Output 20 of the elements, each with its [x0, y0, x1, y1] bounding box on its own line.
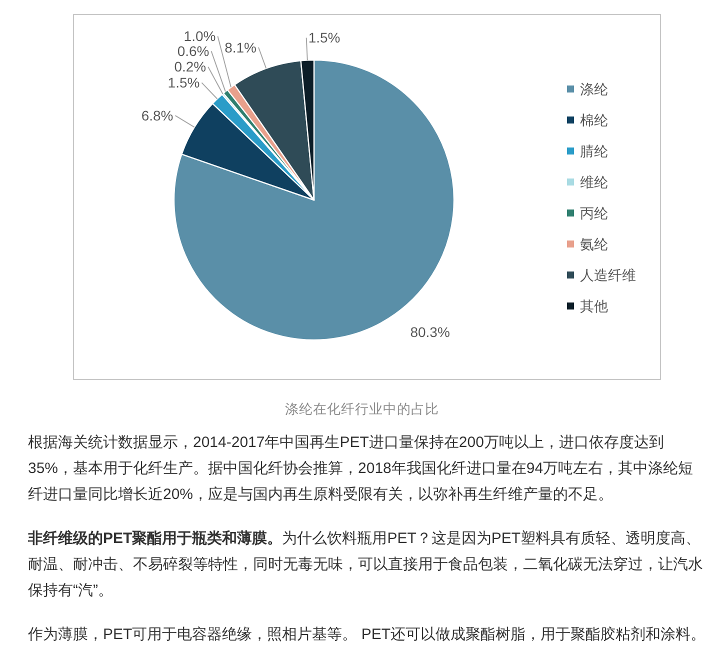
data-label: 0.6%: [177, 43, 210, 60]
legend-label: 人造纤维: [580, 266, 636, 283]
text: 非纤维级的PET聚酯用于瓶类和薄膜。: [28, 530, 282, 547]
data-label: 80.3%: [410, 324, 450, 340]
text: 涤纶在化纤行业中的占比: [285, 402, 439, 417]
text: 根据海关统计数据显示，2014-2017年中国再生PET进口量保持在200万吨以上，进口依存度达到35%，基本用于化纤生产。据中国化纤协会推算，2018年我国化纤进口量在94万吨左右，其中涤纶短纤进口量同比增长近20%，应是与国内再生原料受限有关，以弥补再生纤维产量的不足。: [28, 433, 694, 505]
legend-label: 维纶: [580, 174, 608, 190]
legend-label: 涤纶: [580, 80, 608, 97]
legend-label: 腈纶: [580, 142, 608, 159]
data-label: 1.5%: [168, 74, 200, 91]
data-label: 6.8%: [141, 107, 174, 124]
data-label: 1.5%: [308, 30, 340, 46]
legend-label: 其他: [580, 298, 608, 314]
data-label: 8.1%: [224, 39, 257, 56]
legend-label: 棉纶: [580, 112, 608, 128]
text: 作为薄膜，PET可用于电容器绝缘，照相片基等。 PET还可以做成聚酯树脂，用于聚酯胶粘剂和涂料。: [28, 625, 706, 645]
data-label: 1.0%: [184, 28, 216, 44]
legend-label: 氨纶: [580, 236, 608, 252]
legend-label: 丙纶: [580, 204, 608, 221]
data-label: 0.2%: [174, 58, 206, 75]
